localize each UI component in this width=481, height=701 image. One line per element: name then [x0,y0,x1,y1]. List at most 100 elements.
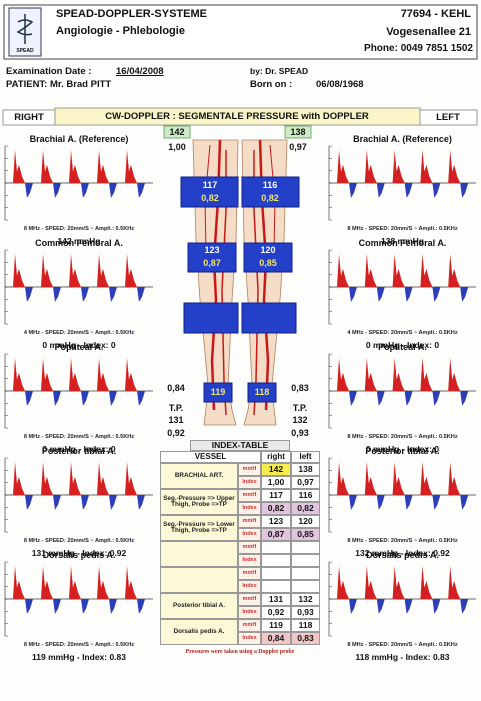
panel-title: Popliteal A. [54,342,104,352]
panel-value: 142 mmHg [57,236,101,246]
wave-forward [337,462,349,495]
wave-reverse [109,599,117,614]
wave-reverse [137,391,145,406]
wave-reverse [404,183,413,198]
panel-title: Dorsalis pedis A. [42,550,116,560]
index-cell: 0,82 [261,502,291,515]
panel-scale: 8 MHz - SPEED: 20mm/S ~ Ampli.: 0.5KHz [347,434,458,440]
panel-scale: 8 MHz - SPEED: 20mm/S ~ Ampli.: 0.5KHz [23,226,135,232]
pressure-cell: 142 [261,463,291,476]
left-label: LEFT [436,112,460,123]
panel-value: 0 mmHg - Index: 0 [365,444,440,454]
wave-reverse [432,495,441,510]
pressure-cell [261,567,291,580]
wave-forward [69,462,81,495]
wave-reverse [81,599,89,614]
wave-reverse [137,495,145,510]
wave-forward [125,462,137,495]
wave-reverse [404,495,413,510]
figure-label: 118 [254,387,270,397]
index-cell: 0,92 [261,606,291,619]
figure-label: 0,87 [203,258,221,268]
wave-reverse [109,287,117,302]
index-cell: 0,82 [291,502,320,515]
wave-forward [13,358,25,391]
pressure-cell: 123 [261,515,291,528]
wave-forward [69,254,81,287]
wave-forward [13,150,25,183]
wave-reverse [460,391,469,406]
cuff [187,242,237,273]
figure-label: 132 [292,415,308,425]
unit-label: Index [238,476,261,489]
wave-reverse [376,183,385,198]
wave-reverse [25,495,33,510]
pressure-cell: 117 [261,489,291,502]
cuff [241,176,300,208]
panel-title: Dorsalis pedis A. [366,550,439,560]
panel-value: 0 mmHg - Index: 0 [42,444,116,454]
cuff [243,242,293,273]
figure-label: 1,00 [168,142,186,152]
pressure-cell: 132 [291,593,320,606]
table-title: INDEX-TABLE [190,440,290,451]
wave-forward [41,462,53,495]
banner-title: CW-DOPPLER : SEGMENTALE PRESSURE with DO… [105,111,369,122]
vessel-cell [160,541,238,567]
wave-forward [13,254,25,287]
wave-forward [420,358,433,391]
figure-label: 0,93 [291,428,309,438]
wave-forward [13,566,25,599]
figure-label: 131 [168,415,184,425]
vessel-cell [160,567,238,593]
panel-value: 132 mmHg - Index: 0.92 [355,548,450,558]
wave-reverse [349,495,357,510]
panel-value: 0 mmHg - Index: 0 [42,340,116,350]
wave-forward [97,358,109,391]
index-cell: 0,97 [291,476,320,489]
pressure-cell: 120 [291,515,320,528]
header-box [3,4,478,60]
table-footnote: Pressures were taken using a Doppler pro… [185,649,295,655]
panel-title: Posterior tibial A. [41,446,117,456]
wave-forward [125,254,137,287]
figure-label: 0,82 [261,193,279,203]
wave-forward [448,150,461,183]
wave-reverse [404,391,413,406]
wave-reverse [376,287,385,302]
wave-forward [69,150,81,183]
pressure-cell: 119 [261,619,291,632]
figure-label: 0,92 [167,428,185,438]
pressure-box [163,125,191,139]
vessel-cell: Seg.-Pressure => Upper Thigh, Probe =>TP [160,489,238,515]
panel-title: Brachial A. (Reference) [29,134,129,144]
wave-reverse [376,391,385,406]
panel-title: Brachial A. (Reference) [353,134,452,144]
wave-reverse [432,599,441,614]
cuff [183,302,239,334]
wave-reverse [25,183,33,198]
panel-scale: 8 MHz - SPEED: 20mm/S ~ Ampli.: 0.5KHz [347,226,458,232]
figure-label: T.P. [168,403,184,413]
wave-forward [392,358,405,391]
panel-value: 118 mmHg - Index: 0.83 [355,652,450,662]
panel-value: 138 mmHg [381,236,424,246]
panel-scale: 8 MHz - SPEED: 20mm/S ~ Ampli.: 0.5KHz [23,642,135,648]
panel-scale: 4 MHz - SPEED: 20mm/S ~ Ampli.: 0.5KHz [347,330,458,336]
wave-forward [125,150,137,183]
panel-title: Common Femoral A. [358,238,447,248]
wave-reverse [137,183,145,198]
index-cell: 0,93 [291,606,320,619]
panel-scale: 8 MHz - SPEED: 20mm/S ~ Ampli.: 0.5KHz [347,538,458,544]
wave-reverse [460,287,469,302]
patient: PATIENT: Mr. Brad PITT [6,79,112,90]
unit-label: mmH [238,593,261,606]
pressure-cell [261,541,291,554]
wave-reverse [404,287,413,302]
cuff [241,302,297,334]
wave-forward [392,566,405,599]
cuff [180,176,239,208]
wave-forward [364,358,377,391]
wave-forward [41,150,53,183]
wave-reverse [432,183,441,198]
